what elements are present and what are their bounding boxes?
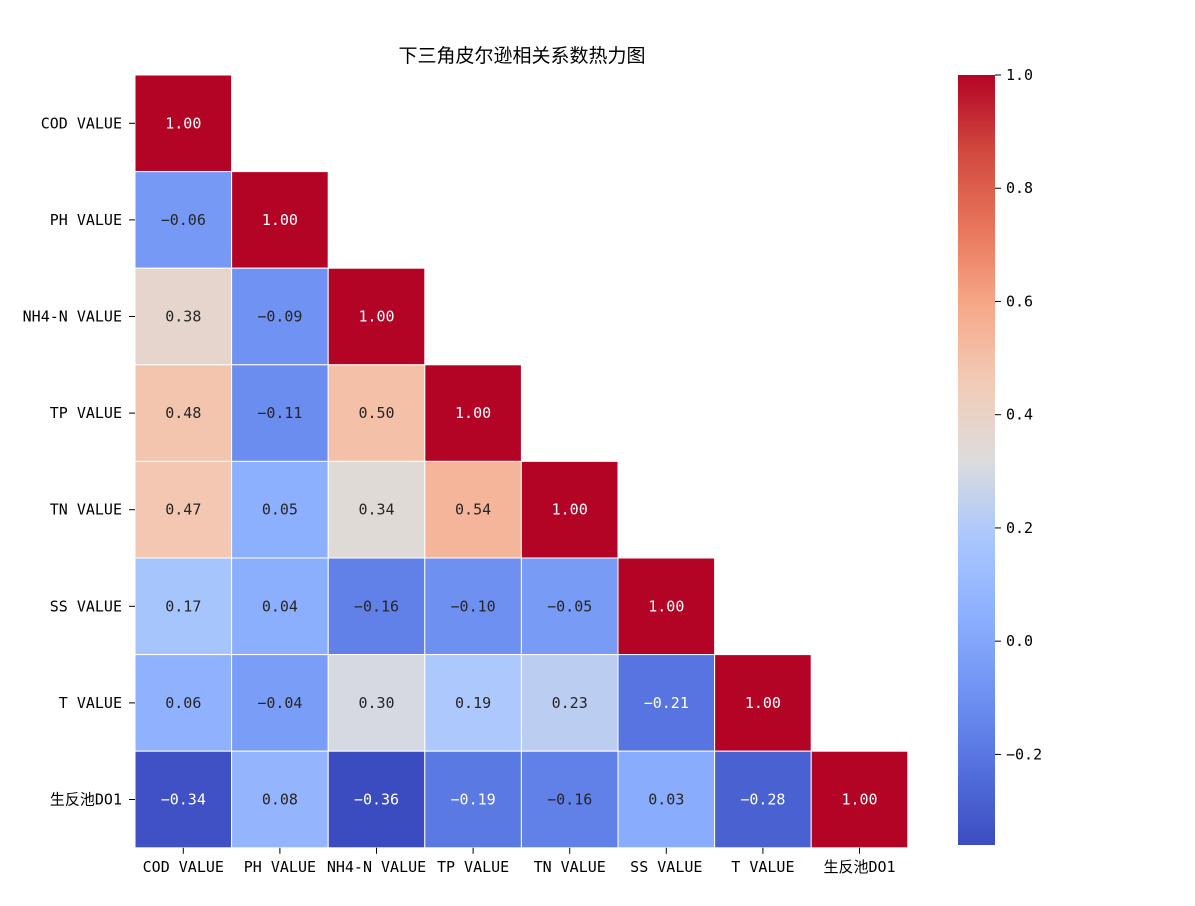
x-tick-label: T VALUE [731,858,794,876]
heatmap-cell [134,171,233,269]
y-tick-label: 生反池DO1 [50,791,122,809]
cell-value-label: −0.36 [354,791,399,809]
heatmap-cell [714,750,812,849]
cell-value-label: 0.08 [262,791,298,809]
heatmap-cell [520,460,619,559]
cell-value-label: 0.03 [648,791,684,809]
heatmap-cell [231,267,329,366]
cell-value-label: 0.48 [165,404,201,422]
colorbar-tick-label: 0.0 [1006,632,1033,650]
x-tick-label: COD VALUE [143,858,224,876]
cell-value-label: 1.00 [648,597,684,615]
colorbar-gradient [958,75,995,845]
cell-value-label: 1.00 [358,308,394,326]
cell-value-label: 0.47 [165,501,201,519]
heatmap-cell [134,750,233,849]
colorbar-tick-label: 0.8 [1006,179,1033,197]
y-tick-label: COD VALUE [41,114,122,132]
heatmap-cell [714,654,812,752]
heatmap-cell [134,74,233,173]
heatmap-cell [617,557,716,656]
heatmap-cell [231,557,329,656]
cell-value-label: 1.00 [841,791,877,809]
heatmap-cell [231,654,329,752]
cell-value-label: −0.09 [257,308,302,326]
cell-value-label: −0.28 [740,791,785,809]
colorbar-tick-label: 0.2 [1006,519,1033,537]
heatmap-cell [134,654,233,752]
chart-title: 下三角皮尔逊相关系数热力图 [398,45,645,67]
cell-value-label: 1.00 [165,114,201,132]
y-tick-label: SS VALUE [50,597,122,615]
heatmap-cell [327,557,426,656]
heatmap-cell [327,750,426,849]
cell-value-label: −0.16 [354,597,399,615]
heatmap-cell [134,267,233,366]
cell-value-label: −0.10 [451,597,496,615]
colorbar-tick-label: 1.0 [1006,66,1033,84]
y-tick-label: TP VALUE [50,404,122,422]
heatmap-cell [424,557,522,656]
heatmap-cell [424,460,522,559]
cell-value-label: −0.16 [547,791,592,809]
cell-value-label: 0.05 [262,501,298,519]
colorbar-tick-label: 0.4 [1006,406,1033,424]
cell-value-label: 0.06 [165,694,201,712]
cell-value-label: 1.00 [745,694,781,712]
cell-value-label: 0.23 [552,694,588,712]
cell-value-label: −0.19 [451,791,496,809]
y-tick-label: TN VALUE [50,501,122,519]
x-axis: COD VALUE PH VALUE NH4-N VALUE TP VALUE TN V… [143,847,896,876]
cell-value-label: 0.54 [455,501,491,519]
y-tick-label: PH VALUE [50,211,122,229]
y-axis: COD VALUE PH VALUE NH4-N VALUE TP VALUE TN V… [23,114,135,809]
heatmap-cell [231,460,329,559]
cell-value-label: −0.34 [161,791,206,809]
heatmap-cell [810,750,909,849]
colorbar: 1.0 0.8 0.6 0.4 0.2 0.0 −0.2 [958,66,1042,845]
x-tick-label: PH VALUE [244,858,316,876]
cell-value-label: 0.19 [455,694,491,712]
cell-value-label: −0.06 [161,211,206,229]
cell-value-label: 0.38 [165,308,201,326]
x-tick-label: SS VALUE [630,858,702,876]
heatmap-cell [231,364,329,462]
cell-value-label: −0.21 [644,694,689,712]
x-tick-label: TP VALUE [437,858,509,876]
x-tick-label: 生反池DO1 [823,858,895,876]
cell-value-label: 1.00 [552,501,588,519]
cell-value-label: 0.30 [358,694,394,712]
x-tick-label: TN VALUE [534,858,606,876]
cell-value-label: −0.05 [547,597,592,615]
cell-value-label: 0.34 [358,501,394,519]
heatmap-cell [231,171,329,269]
y-tick-label: NH4-N VALUE [23,308,122,326]
cell-value-label: 0.17 [165,597,201,615]
cell-value-label: 1.00 [455,404,491,422]
cell-value-label: −0.04 [257,694,302,712]
heatmap-cell [520,557,619,656]
cell-value-label: 0.50 [358,404,394,422]
heatmap-cell [617,654,716,752]
x-tick-label: NH4-N VALUE [327,858,426,876]
heatmap-cell [424,364,522,462]
heatmap-cells: 1.00 −0.06 1.00 0.38 −0.09 1.00 0.48 −0.11 0.50 1… [134,74,909,849]
heatmap-cell [424,654,522,752]
colorbar-tick-label: −0.2 [1006,745,1042,763]
heatmap-cell [327,267,426,366]
cell-value-label: 1.00 [262,211,298,229]
colorbar-tick-label: 0.6 [1006,292,1033,310]
cell-value-label: 0.04 [262,597,298,615]
heatmap-cell [327,460,426,559]
y-tick-label: T VALUE [59,694,122,712]
cell-value-label: −0.11 [257,404,302,422]
